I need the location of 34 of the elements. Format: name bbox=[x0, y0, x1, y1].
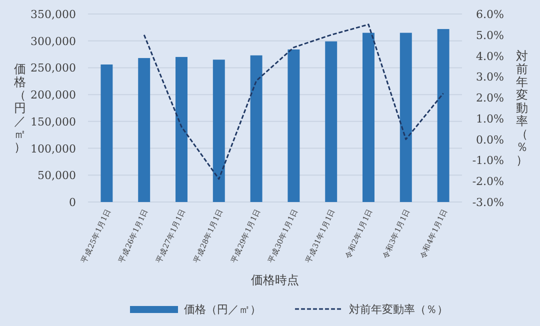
bar bbox=[212, 60, 225, 202]
axis-title: 対前年変動率（％） bbox=[516, 49, 528, 167]
line-series bbox=[143, 24, 444, 180]
y2-tick-label: 6.0% bbox=[476, 8, 504, 21]
y2-tick-label: -3.0% bbox=[472, 196, 504, 209]
y-tick-label: 200,000 bbox=[30, 88, 76, 102]
y-tick-label: 300,000 bbox=[30, 34, 76, 48]
y2-tick-label: -2.0% bbox=[472, 175, 504, 188]
y-tick-label: 350,000 bbox=[30, 8, 76, 21]
axis-title: 価格（円／㎡） bbox=[14, 62, 26, 154]
y-tick-label: 150,000 bbox=[30, 115, 76, 128]
y-tick-label: 50,000 bbox=[38, 169, 76, 182]
y2-tick-label: 0.0% bbox=[476, 133, 504, 146]
y2-tick-label: 2.0% bbox=[476, 92, 504, 105]
bar bbox=[362, 32, 374, 202]
y2-tick-label: -1.0% bbox=[472, 154, 504, 168]
y2-tick-label: 3.0% bbox=[476, 70, 504, 84]
y2-tick-label: 5.0% bbox=[476, 28, 504, 42]
bar bbox=[100, 64, 113, 202]
y-tick-label: 100,000 bbox=[30, 142, 76, 156]
bar bbox=[176, 56, 188, 202]
bar bbox=[250, 55, 262, 202]
y2-tick-label: 4.0% bbox=[476, 50, 504, 63]
y-tick-label: 250,000 bbox=[30, 62, 76, 75]
legend-label: 対前年変動率（％） bbox=[349, 303, 448, 316]
bar bbox=[325, 41, 338, 202]
y2-tick-label: 1.0% bbox=[476, 112, 504, 126]
legend-label: 価格（円／㎡） bbox=[184, 303, 261, 316]
bar bbox=[437, 29, 450, 202]
bar bbox=[400, 32, 412, 202]
bar bbox=[288, 49, 300, 202]
bar bbox=[138, 58, 150, 202]
x-axis-title: 価格時点 bbox=[251, 273, 299, 287]
y-tick-label: 0 bbox=[69, 196, 76, 209]
